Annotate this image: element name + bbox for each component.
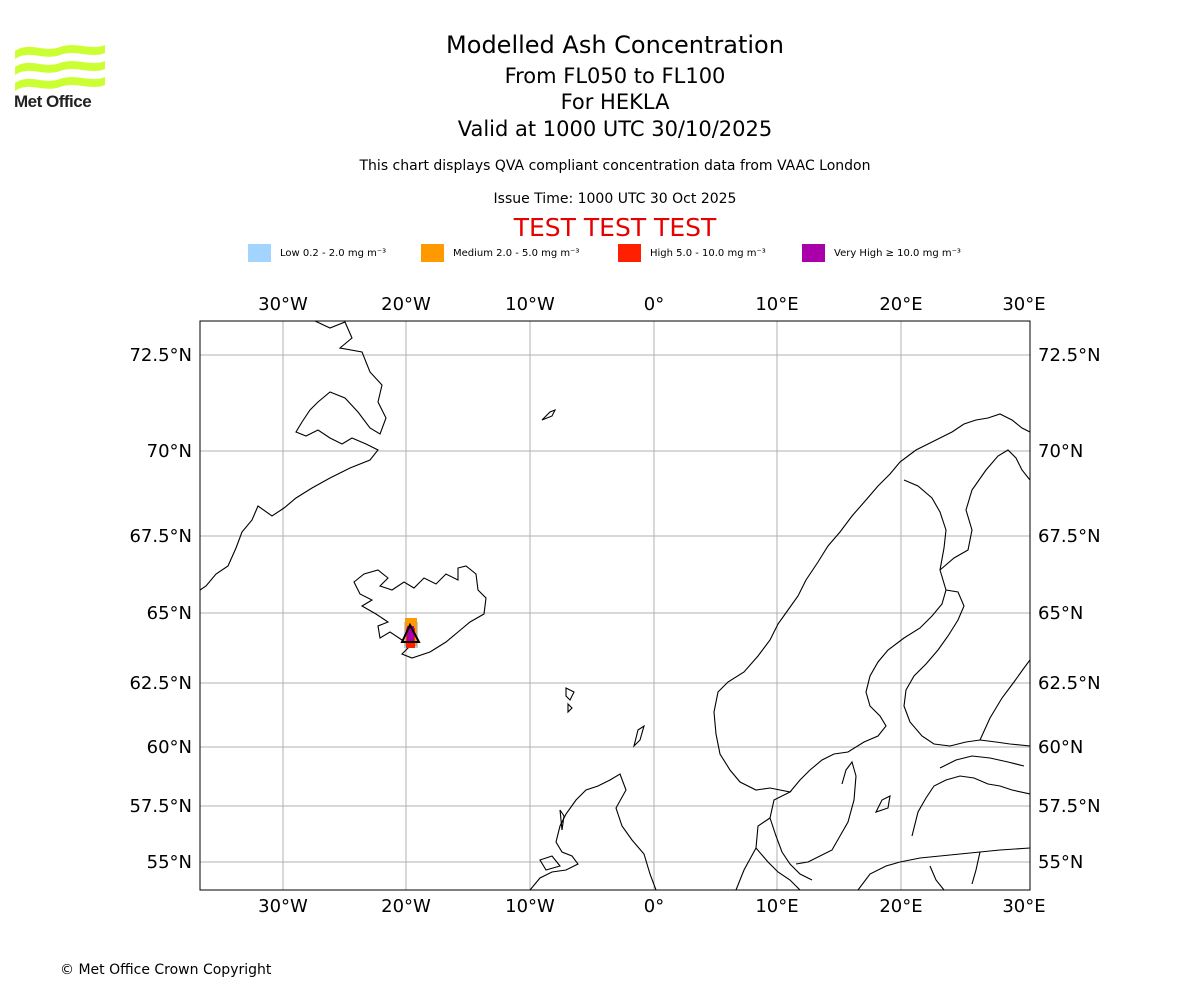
lon-label: 30°E xyxy=(1002,896,1045,917)
volcano-name: For HEKLA xyxy=(560,90,670,114)
lat-label: 55°N xyxy=(147,852,192,873)
legend-swatch-low xyxy=(248,244,271,262)
lon-label: 30°E xyxy=(1002,294,1045,315)
coastlines xyxy=(200,321,1030,890)
logo-text: Met Office xyxy=(14,92,92,111)
lat-label: 72.5°N xyxy=(1038,345,1101,366)
legend-label-medium: Medium 2.0 - 5.0 mg m⁻³ xyxy=(453,247,580,259)
legend-item-very-high: Very High ≥ 10.0 mg m⁻³ xyxy=(802,244,961,262)
lon-label: 20°W xyxy=(381,896,431,917)
left-lat-labels: 72.5°N 70°N 67.5°N 65°N 62.5°N 60°N 57.5… xyxy=(129,345,192,873)
lon-label: 10°W xyxy=(505,294,555,315)
legend-swatch-high xyxy=(618,244,641,262)
legend-label-very-high: Very High ≥ 10.0 mg m⁻³ xyxy=(834,247,961,259)
legend-item-medium: Medium 2.0 - 5.0 mg m⁻³ xyxy=(421,244,579,262)
scandinavia-coast xyxy=(713,413,1030,890)
right-lat-labels: 72.5°N 70°N 67.5°N 65°N 62.5°N 60°N 57.5… xyxy=(1038,345,1101,873)
lon-label: 30°W xyxy=(258,294,308,315)
lon-label: 30°W xyxy=(258,896,308,917)
legend-label-low: Low 0.2 - 2.0 mg m⁻³ xyxy=(280,247,387,259)
chart-title: Modelled Ash Concentration xyxy=(446,31,784,59)
iceland-coast xyxy=(353,565,487,659)
lat-label: 62.5°N xyxy=(1038,673,1101,694)
gridlines xyxy=(200,321,1030,890)
legend-label-high: High 5.0 - 10.0 mg m⁻³ xyxy=(650,247,766,259)
bottom-lon-labels: 30°W 20°W 10°W 0° 10°E 20°E 30°E xyxy=(258,896,1045,917)
copyright: © Met Office Crown Copyright xyxy=(60,962,272,978)
lat-label: 57.5°N xyxy=(1038,796,1101,817)
lon-label: 20°W xyxy=(381,294,431,315)
lat-label: 67.5°N xyxy=(129,526,192,547)
legend-item-low: Low 0.2 - 2.0 mg m⁻³ xyxy=(248,244,386,262)
met-office-logo xyxy=(15,45,105,91)
lat-label: 60°N xyxy=(147,737,192,758)
lat-label: 60°N xyxy=(1038,737,1083,758)
lat-label: 70°N xyxy=(1038,441,1083,462)
issue-time: Issue Time: 1000 UTC 30 Oct 2025 xyxy=(493,191,737,207)
lon-label: 20°E xyxy=(879,896,922,917)
legend-item-high: High 5.0 - 10.0 mg m⁻³ xyxy=(618,244,766,262)
lon-label: 0° xyxy=(644,896,664,917)
lon-label: 10°E xyxy=(755,294,798,315)
map-frame xyxy=(199,320,1031,891)
legend-swatch-medium xyxy=(421,244,444,262)
lat-label: 57.5°N xyxy=(129,796,192,817)
legend: Low 0.2 - 2.0 mg m⁻³ Medium 2.0 - 5.0 mg… xyxy=(0,244,1200,264)
lat-label: 65°N xyxy=(147,603,192,624)
volcano-marker-icon xyxy=(400,622,421,643)
lat-label: 65°N xyxy=(1038,603,1083,624)
legend-swatch-very-high xyxy=(802,244,825,262)
lat-label: 62.5°N xyxy=(129,673,192,694)
subtitle: This chart displays QVA compliant concen… xyxy=(359,158,871,174)
flight-levels: From FL050 to FL100 xyxy=(504,64,726,88)
lon-label: 10°E xyxy=(755,896,798,917)
lat-label: 67.5°N xyxy=(1038,526,1101,547)
lon-label: 0° xyxy=(644,294,664,315)
lon-label: 20°E xyxy=(879,294,922,315)
valid-time: Valid at 1000 UTC 30/10/2025 xyxy=(457,117,773,141)
top-lon-labels: 30°W 20°W 10°W 0° 10°E 20°E 30°E xyxy=(258,294,1045,315)
test-banner: TEST TEST TEST xyxy=(513,213,717,242)
lat-label: 72.5°N xyxy=(129,345,192,366)
lat-label: 55°N xyxy=(1038,852,1083,873)
lat-label: 70°N xyxy=(147,441,192,462)
lon-label: 10°W xyxy=(505,896,555,917)
